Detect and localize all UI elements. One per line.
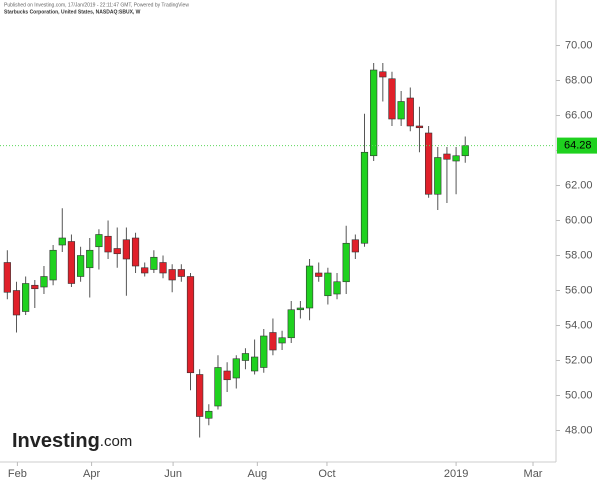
x-tick-label: Aug <box>248 468 268 480</box>
candle-body <box>150 256 158 270</box>
candle-body <box>443 153 451 160</box>
candle-body <box>452 155 460 162</box>
candle-body <box>86 249 94 269</box>
candle-body <box>223 370 231 381</box>
candle-body <box>305 265 314 309</box>
candle-body <box>58 237 66 246</box>
candle-body <box>31 284 39 290</box>
candle-body <box>232 358 240 379</box>
candle-body <box>168 269 176 281</box>
candle-body <box>122 239 130 260</box>
logo: Investing.com <box>12 430 132 452</box>
candle-body <box>434 157 442 195</box>
candle-body <box>3 262 11 293</box>
candle-body <box>333 281 341 295</box>
candle-body <box>287 309 295 339</box>
candle-body <box>22 283 30 312</box>
candle-body <box>425 132 433 195</box>
candle-body <box>241 353 250 361</box>
y-tick-label: 54.00 <box>565 319 593 331</box>
candle-body <box>131 237 140 267</box>
candle-body <box>104 235 112 253</box>
x-tick-label: Feb <box>8 468 27 480</box>
candle-body <box>196 374 204 417</box>
candle-body <box>324 272 332 297</box>
candle-body <box>397 101 405 120</box>
candle-body <box>278 337 286 344</box>
candle-body <box>388 78 396 120</box>
candle-body <box>159 262 167 274</box>
y-tick-label: 58.00 <box>565 249 593 261</box>
candle-body <box>379 71 387 78</box>
x-tick-label: Apr <box>83 468 100 480</box>
candle-body <box>315 272 323 277</box>
logo-text: Investing <box>12 430 100 452</box>
logo-suffix: .com <box>100 433 133 450</box>
y-tick-label: 48.00 <box>565 424 593 436</box>
x-tick-label: Oct <box>318 468 335 480</box>
candle-body <box>461 145 469 157</box>
y-tick-label: 52.00 <box>565 354 593 366</box>
candle-body <box>95 234 103 248</box>
candle-body <box>12 290 21 316</box>
candle-body <box>269 332 277 351</box>
y-tick-label: 50.00 <box>565 389 593 401</box>
candle-body <box>141 267 149 274</box>
y-tick-label: 60.00 <box>565 214 593 226</box>
y-tick-label: 56.00 <box>565 284 593 296</box>
candle-body <box>296 307 304 311</box>
y-tick-label: 62.00 <box>565 179 593 191</box>
candle-body <box>40 276 48 288</box>
candle-body <box>76 255 85 277</box>
y-tick-label: 66.00 <box>565 109 593 121</box>
candle-body <box>113 248 121 255</box>
last-price-label: 64.28 <box>564 140 592 152</box>
candle-body <box>415 125 424 129</box>
chart-subtitle: Starbucks Corporation, United States, NA… <box>4 9 141 15</box>
published-note: Published on Investing.com, 17/Jan/2019 … <box>4 2 189 8</box>
candle-body <box>205 410 213 419</box>
last-price-box <box>557 137 597 154</box>
candle-body <box>214 367 222 407</box>
x-tick-label: Jun <box>164 468 182 480</box>
candle-body <box>351 239 359 253</box>
x-tick-label: Mar <box>524 468 543 480</box>
x-tick-label: 2019 <box>444 468 468 480</box>
candle-body <box>49 249 57 281</box>
candle-body <box>177 269 185 277</box>
candle-body <box>406 97 414 127</box>
candle-body <box>67 241 76 284</box>
y-tick-label: 70.00 <box>565 39 593 51</box>
y-tick-label: 68.00 <box>565 74 593 86</box>
candle-body <box>251 356 259 372</box>
candle-body <box>360 151 369 244</box>
candle-body <box>342 242 350 283</box>
candle-body <box>260 335 268 368</box>
candle-body <box>370 69 378 157</box>
candle-body <box>186 276 195 374</box>
